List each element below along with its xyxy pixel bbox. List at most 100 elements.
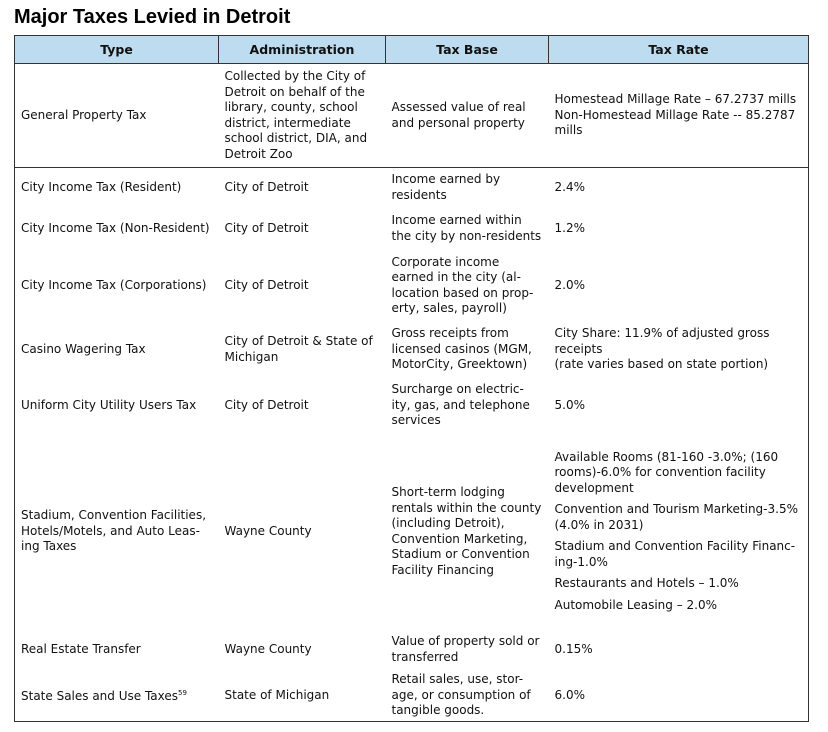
table-cell: Available Rooms (81-160 -3.0%; (160 rooms… [549,434,809,630]
table-row: Stadium, Convention Facilities, Hotels/Mo… [15,434,809,630]
cell-line: Wayne County [224,641,312,656]
cell-line: Gross receipts from [391,326,509,341]
table-cell: State Sales and Use Taxes59 [15,670,219,722]
table-row: City Income Tax (Corporations) City of De… [15,250,809,322]
table-cell: Value of property sold or transferred [386,630,549,670]
cell-line: rooms)-6.0% for convention facility [554,465,766,480]
cell-line: Restaurants and Hotels – 1.0% [554,576,739,591]
column-header: Type [14,35,219,64]
table-row: Uniform City Utility Users Tax City of De… [15,378,809,434]
cell-line: Convention Marketing, [391,531,528,546]
cell-line: services [391,413,441,428]
cell-line: Michigan [224,349,279,364]
cell-line: location based on prop- [391,285,534,300]
table-cell: Wayne County [219,630,386,670]
table-cell: Wayne County [219,434,386,630]
table-cell: 6.0% [549,670,809,722]
cell-line: Available Rooms (81-160 -3.0%; (160 [554,449,779,464]
table-cell: Collected by the City of Detroit on behal… [218,63,386,168]
cell-line: Stadium or Convention [391,547,530,561]
cell-line: City of Detroit [224,220,309,235]
table-cell: Short-term lodging rentals within the cou… [386,434,549,630]
cell-line: 5.0% [554,397,586,412]
cell-paragraph: Convention and Tourism Marketing-3.5% (4.… [555,502,809,533]
cell-line: school district, DIA, and [224,131,368,145]
cell-line: Stadium and Convention Facility Financ- [554,539,796,554]
table-cell: Stadium, Convention Facilities, Hotels/Mo… [15,434,219,630]
cell-line: Income earned by [391,172,501,187]
cell-line: MotorCity, Greektown) [391,357,528,372]
table-row: City Income Tax (Resident) City of Detroi… [15,168,809,208]
cell-line: 2.4% [554,180,586,194]
cell-line: ing-1.0% [554,554,608,569]
cell-line: library, county, school [224,100,358,114]
table-cell: 2.0% [549,250,809,322]
cell-line: ity, gas, and telephone [391,397,530,412]
cell-line: Short-term lodging [391,485,505,499]
cell-line: Homestead Millage Rate – 67.2737 mills [554,92,797,107]
table-cell: Retail sales, use, stor-age, or consumpt… [386,670,549,722]
cell-line: ing Taxes [21,539,77,554]
cell-line: mills [554,123,583,138]
table-cell: Homestead Millage Rate – 67.2737 mills No… [548,63,809,168]
table-cell: Casino Wagering Tax [15,322,219,378]
cell-line: Detroit on behalf of the [224,84,365,99]
cell-line: receipts [554,341,603,356]
cell-line: licensed casinos (MGM, [391,341,532,356]
column-header: Tax Base [385,35,549,64]
cell-line: erty, sales, payroll) [391,301,507,315]
cell-line: (rate varies based on state portion) [554,357,769,372]
cell-line: rentals within the county [391,500,542,515]
table-cell: City of Detroit [219,378,386,434]
cell-line: State of Michigan [224,687,330,702]
cell-line: Value of property sold or [391,634,540,648]
cell-line: 1.2% [554,220,586,235]
cell-paragraph: Automobile Leasing – 2.0% [555,598,809,614]
cell-line: age, or consumption of [391,687,531,702]
table-cell: 1.2% [549,208,809,250]
table-cell: Corporate income earned in the city (al-l… [386,250,549,322]
table-row: Real Estate Transfer Wayne County Value of… [15,630,809,670]
title: Major Taxes Levied in Detroit [14,6,291,28]
table-row: General Property Tax Collected by the Cit… [14,63,809,168]
cell-line: Detroit Zoo [224,146,293,161]
column-header: Administration [218,35,386,64]
cell-line: City of Detroit [224,180,309,194]
cell-line: City of Detroit [224,397,309,412]
cell-line: district, intermediate [224,115,351,130]
table-cell: City of Detroit [219,168,386,208]
cell-line: development [554,480,634,495]
cell-line: Hotels/Motels, and Auto Leas- [21,523,200,538]
cell-line: 2.0% [554,277,586,292]
cell-line: Automobile Leasing – 2.0% [554,597,718,612]
table-cell: City of Detroit [219,208,386,250]
cell-line: City Income Tax (Resident) [21,180,182,194]
header-row: Type Administration Tax Base Tax Rate [14,35,809,64]
cell-line: residents [391,187,447,202]
cell-paragraph: Restaurants and Hotels – 1.0% [555,576,809,592]
cell-line: earned in the city (al- [391,270,521,284]
cell-line: transferred [391,649,459,664]
table-row: City Income Tax (Non-Resident) City of De… [15,208,809,250]
table-cell: City of Detroit [219,250,386,322]
cell-line: 0.15% [554,641,593,656]
cell-line: Collected by the City of [224,69,366,83]
table-row: Casino Wagering Tax City of Detroit & Sta… [15,322,809,378]
cell-line: Corporate income [391,254,500,269]
table-cell: Income earned by residents [386,168,549,208]
cell-line: the city by non-residents [391,228,542,243]
tax-table: Type Administration Tax Base Tax Rate Gener… [14,35,809,722]
cell-line: Convention and Tourism Marketing-3.5% [554,502,799,517]
table-cell: Real Estate Transfer [15,630,219,670]
cell-line: Surcharge on electric- [391,382,524,397]
cell-line: (4.0% in 2031) [554,517,644,532]
table-cell: 2.4% [549,168,809,208]
table-cell: Assessed value of real and personal prope… [385,63,549,168]
cell-line: Stadium, Convention Facilities, [21,508,207,523]
cell-line: Assessed value of real [391,100,526,114]
cell-line: State Sales and Use Taxes59 [21,689,187,703]
cell-line: Wayne County [224,523,312,538]
cell-line: (including Detroit), [391,516,505,530]
cell-line: General Property Tax [21,107,147,122]
